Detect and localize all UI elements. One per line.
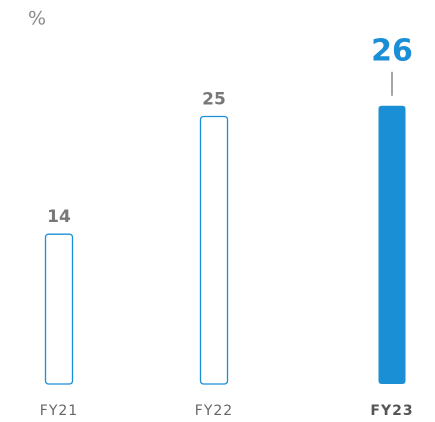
x-tick-label: FY22: [195, 403, 233, 419]
value-label: 26: [371, 33, 413, 68]
x-tick-label: FY21: [40, 403, 78, 419]
bar: [199, 115, 229, 385]
bar: [378, 105, 406, 385]
x-tick-label: FY23: [370, 403, 413, 419]
bar: [44, 233, 74, 385]
value-label: 14: [47, 207, 71, 227]
unit-label: %: [28, 8, 46, 30]
value-label: 25: [202, 90, 226, 110]
